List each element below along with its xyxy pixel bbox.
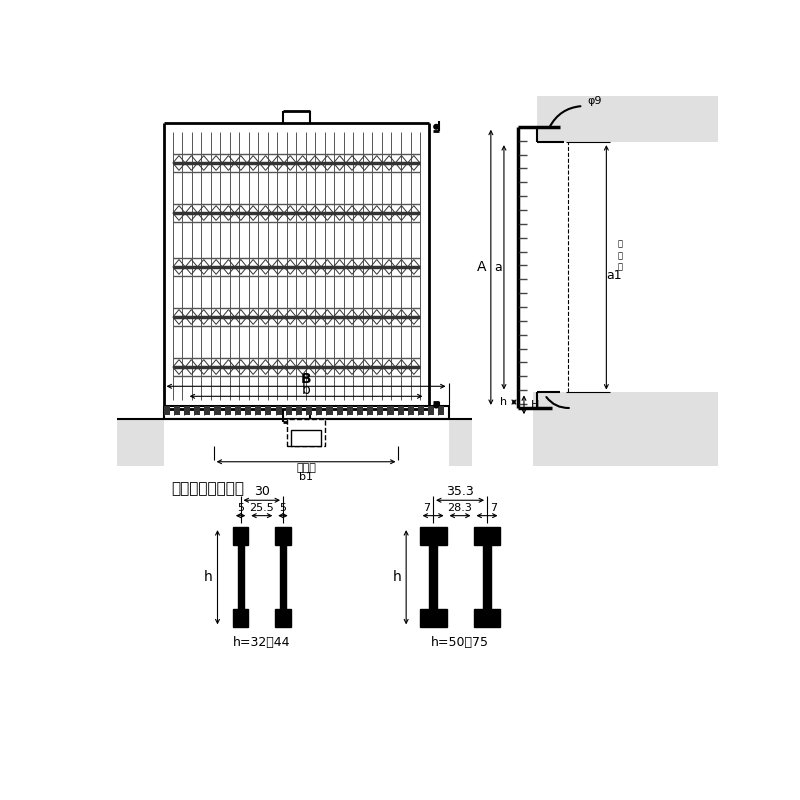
Bar (418, 406, 424, 414)
Text: 5: 5 (237, 503, 244, 513)
Bar (255, 406, 262, 414)
Bar (337, 406, 342, 414)
Text: 椎内径: 椎内径 (296, 463, 316, 473)
Text: 25.5: 25.5 (250, 503, 274, 513)
Text: h=50～75: h=50～75 (431, 636, 489, 650)
Bar (163, 123, 430, 410)
Text: b1: b1 (299, 472, 313, 482)
Bar (287, 419, 326, 446)
Bar (367, 406, 374, 414)
Bar (398, 406, 404, 414)
Bar (225, 406, 230, 414)
Text: a: a (494, 261, 502, 274)
Text: 35.3: 35.3 (446, 485, 474, 498)
Text: 30: 30 (254, 485, 270, 498)
Bar (214, 406, 221, 414)
Circle shape (434, 403, 438, 408)
Bar (173, 261, 420, 273)
Polygon shape (474, 527, 501, 627)
Bar (408, 406, 414, 414)
Bar (378, 406, 383, 414)
Bar (235, 406, 241, 414)
Bar (438, 406, 445, 414)
Text: h: h (204, 570, 213, 584)
Bar (184, 406, 190, 414)
Bar (316, 406, 322, 414)
Bar (174, 406, 180, 414)
Bar (387, 406, 394, 414)
Polygon shape (420, 527, 446, 627)
Text: A: A (477, 260, 486, 274)
Bar (245, 406, 251, 414)
Bar (449, 419, 472, 466)
Text: メインバーピッチ: メインバーピッチ (171, 481, 244, 496)
Bar (173, 207, 420, 219)
Bar (306, 406, 312, 414)
Bar (163, 406, 170, 414)
Text: h: h (393, 570, 402, 584)
Bar (204, 406, 210, 414)
Polygon shape (233, 527, 248, 627)
Text: 28.3: 28.3 (448, 503, 473, 513)
Text: φ9: φ9 (587, 96, 602, 106)
Bar (326, 406, 333, 414)
Bar (296, 406, 302, 414)
Bar (534, 393, 718, 466)
Text: 内: 内 (618, 251, 622, 260)
Text: h: h (500, 397, 506, 406)
Bar (173, 311, 420, 323)
Bar (537, 96, 718, 142)
Text: 径: 径 (618, 263, 622, 272)
Bar (275, 406, 282, 414)
Circle shape (434, 125, 438, 129)
Text: a1: a1 (606, 269, 622, 282)
Bar (266, 406, 271, 414)
Text: 7: 7 (422, 503, 430, 513)
Bar (173, 157, 420, 169)
Text: h=32～44: h=32～44 (233, 636, 290, 650)
Text: 7: 7 (490, 503, 498, 513)
Text: B: B (301, 371, 311, 386)
Bar (346, 406, 353, 414)
Polygon shape (275, 527, 290, 627)
Text: b: b (302, 383, 310, 397)
Bar (290, 430, 322, 446)
Text: 5: 5 (279, 503, 286, 513)
Text: H: H (530, 400, 539, 410)
Bar (357, 406, 363, 414)
Bar (118, 419, 164, 466)
Bar (286, 406, 292, 414)
Text: 桝: 桝 (618, 240, 622, 249)
Bar (194, 406, 200, 414)
Bar (428, 406, 434, 414)
Bar (173, 361, 420, 373)
